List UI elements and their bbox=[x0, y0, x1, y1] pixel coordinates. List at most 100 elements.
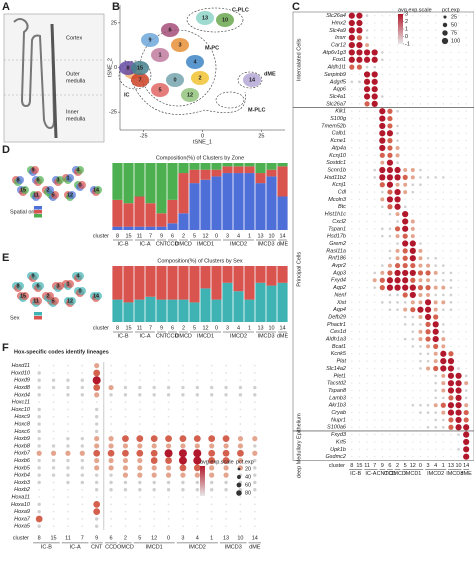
bar-segment bbox=[255, 173, 266, 184]
cell-cluster bbox=[56, 282, 64, 290]
dot bbox=[412, 441, 414, 443]
dot bbox=[358, 125, 361, 127]
dot bbox=[412, 73, 414, 76]
dot bbox=[457, 95, 460, 98]
dot bbox=[418, 315, 423, 320]
dot bbox=[442, 316, 445, 318]
dot bbox=[153, 423, 156, 425]
dot bbox=[66, 393, 70, 397]
dot bbox=[167, 415, 170, 418]
dot bbox=[381, 190, 384, 194]
dot bbox=[66, 480, 70, 485]
dot bbox=[381, 242, 384, 245]
bar-segment bbox=[178, 173, 189, 214]
dot bbox=[122, 449, 129, 457]
dot bbox=[457, 331, 460, 333]
dot bbox=[442, 139, 445, 142]
dot bbox=[365, 43, 370, 48]
dot bbox=[165, 457, 172, 464]
gene-label: Plat bbox=[337, 359, 347, 365]
cluster-label: 13 bbox=[257, 233, 263, 239]
bar-segment bbox=[167, 163, 178, 200]
group-label: IMCD1 bbox=[404, 471, 421, 477]
dot bbox=[379, 108, 386, 115]
dot bbox=[433, 285, 438, 290]
dot bbox=[358, 132, 361, 134]
cluster-label: 5 bbox=[193, 233, 196, 239]
dot bbox=[381, 51, 384, 54]
group-label: IC bbox=[124, 92, 130, 98]
dot bbox=[457, 257, 460, 259]
dot bbox=[358, 272, 361, 274]
dot bbox=[442, 278, 445, 282]
dot bbox=[412, 367, 414, 370]
dot bbox=[442, 425, 445, 429]
group-label: CCD bbox=[105, 544, 117, 550]
cluster-number: 15 bbox=[137, 65, 143, 71]
cluster-label: 3 bbox=[226, 325, 229, 331]
cluster-label: 1 bbox=[248, 325, 251, 331]
dot bbox=[37, 371, 41, 375]
dot bbox=[52, 393, 55, 396]
dot bbox=[434, 389, 437, 392]
collecting-duct bbox=[50, 23, 58, 139]
dot bbox=[107, 449, 115, 457]
dot bbox=[389, 382, 391, 384]
dot bbox=[434, 242, 437, 245]
dot bbox=[253, 430, 256, 433]
bar-segment bbox=[244, 299, 255, 322]
dot bbox=[410, 307, 416, 313]
dot bbox=[404, 132, 406, 134]
dot bbox=[449, 308, 453, 311]
dot bbox=[373, 433, 376, 436]
bar-segment bbox=[255, 266, 266, 283]
dot bbox=[457, 264, 460, 267]
dot bbox=[450, 448, 452, 451]
dot bbox=[193, 449, 202, 458]
dot bbox=[419, 448, 422, 451]
dot bbox=[165, 472, 172, 478]
dot bbox=[457, 220, 460, 223]
cluster-label: 12 bbox=[151, 535, 157, 541]
dot bbox=[411, 190, 415, 194]
group-label: dME bbox=[249, 544, 261, 550]
dot bbox=[450, 323, 452, 326]
dot bbox=[465, 308, 467, 311]
dot bbox=[153, 408, 156, 411]
dot bbox=[412, 117, 414, 120]
gene-label: Hoxb6 bbox=[14, 458, 31, 464]
dot bbox=[418, 256, 423, 261]
section-label: Intercalated Cells bbox=[296, 38, 302, 81]
dot bbox=[373, 228, 376, 230]
dot bbox=[51, 473, 56, 477]
dot bbox=[52, 496, 55, 498]
dot bbox=[434, 396, 437, 400]
dot bbox=[373, 250, 376, 252]
cluster-label: 11 bbox=[364, 463, 370, 469]
dot bbox=[182, 408, 184, 411]
bar-segment bbox=[277, 163, 288, 167]
dot bbox=[427, 397, 429, 399]
dot bbox=[381, 29, 384, 32]
dot bbox=[167, 408, 170, 411]
dot bbox=[396, 293, 399, 297]
dot bbox=[419, 397, 422, 399]
bar-segment bbox=[167, 199, 178, 224]
gene-label: Serpinb9 bbox=[324, 72, 346, 78]
dot bbox=[412, 139, 414, 142]
dot bbox=[38, 488, 41, 491]
dot bbox=[93, 384, 101, 391]
dot bbox=[442, 73, 445, 76]
gene-label: Hmx2 bbox=[332, 20, 346, 26]
dot bbox=[386, 277, 394, 284]
dot bbox=[373, 125, 376, 127]
dot bbox=[94, 488, 99, 492]
dot bbox=[181, 393, 185, 397]
dot bbox=[94, 422, 99, 426]
dot bbox=[419, 14, 422, 17]
dot bbox=[253, 503, 256, 506]
dot bbox=[396, 353, 399, 355]
dot bbox=[427, 66, 429, 68]
dot bbox=[225, 372, 227, 374]
dot bbox=[138, 510, 141, 513]
